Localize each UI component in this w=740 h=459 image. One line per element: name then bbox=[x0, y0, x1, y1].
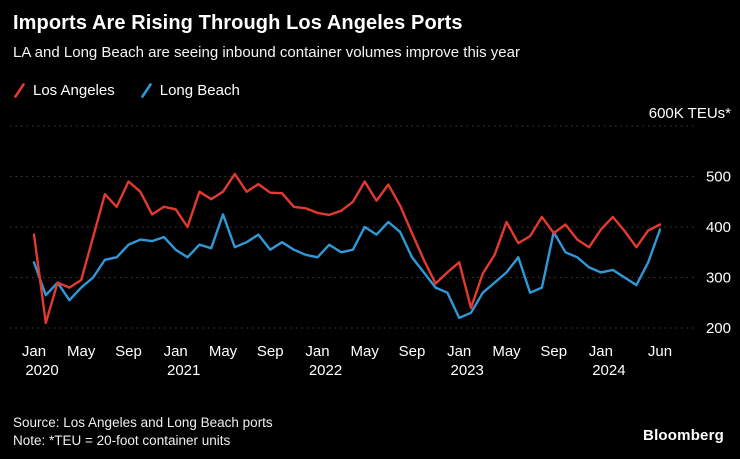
x-tick-label: Jan bbox=[305, 343, 329, 360]
chart-header: Imports Are Rising Through Los Angeles P… bbox=[13, 12, 727, 61]
x-tick-year-label: 2022 bbox=[309, 362, 342, 379]
x-tick-year-label: 2023 bbox=[451, 362, 484, 379]
long-beach-line-marker-icon bbox=[140, 83, 152, 98]
x-tick-label: Jan bbox=[447, 343, 471, 360]
x-tick-year-label: 2020 bbox=[25, 362, 58, 379]
footnote-text: Note: *TEU = 20-foot container units bbox=[13, 432, 231, 448]
los-angeles-line-marker-icon bbox=[14, 83, 25, 98]
chart-title: Imports Are Rising Through Los Angeles P… bbox=[13, 12, 463, 34]
y-tick-label: 500 bbox=[706, 169, 731, 186]
x-tick-label: May bbox=[67, 343, 96, 360]
x-tick-label: Sep bbox=[257, 343, 284, 360]
bloomberg-logo: Bloomberg bbox=[643, 427, 724, 444]
x-tick-year-label: 2021 bbox=[167, 362, 200, 379]
legend-item-los-angeles: Los Angeles bbox=[14, 82, 115, 99]
x-tick-label: May bbox=[492, 343, 521, 360]
x-tick-label: Sep bbox=[115, 343, 142, 360]
legend-label-long-beach: Long Beach bbox=[159, 82, 240, 99]
y-tick-label: 600K TEUs* bbox=[649, 105, 731, 122]
x-tick-label: May bbox=[209, 343, 238, 360]
x-tick-label: Sep bbox=[399, 343, 426, 360]
source-text: Source: Los Angeles and Long Beach ports bbox=[13, 414, 273, 430]
x-tick-label: Sep bbox=[540, 343, 567, 360]
x-tick-label: May bbox=[351, 343, 380, 360]
long-beach-series-line bbox=[32, 213, 662, 320]
x-tick-label: Jan bbox=[22, 343, 46, 360]
x-tick-label: Jan bbox=[164, 343, 188, 360]
x-tick-year-label: 2024 bbox=[592, 362, 625, 379]
chart-plot: 600K TEUs* 500 400 300 200 Jan 2020 May Sep Jan 20… bbox=[10, 105, 731, 379]
legend: Los Angeles Long Beach bbox=[14, 82, 240, 99]
y-tick-label: 200 bbox=[706, 320, 731, 337]
x-tick-label: Jun bbox=[648, 343, 672, 360]
y-tick-label: 300 bbox=[706, 270, 731, 287]
los-angeles-series-line bbox=[32, 172, 662, 325]
chart-subtitle: LA and Long Beach are seeing inbound con… bbox=[13, 44, 520, 61]
legend-item-long-beach: Long Beach bbox=[140, 82, 240, 99]
footer: Source: Los Angeles and Long Beach ports… bbox=[13, 414, 273, 450]
x-tick-label: Jan bbox=[589, 343, 613, 360]
legend-label-los-angeles: Los Angeles bbox=[33, 82, 115, 99]
y-tick-label: 400 bbox=[706, 219, 731, 236]
